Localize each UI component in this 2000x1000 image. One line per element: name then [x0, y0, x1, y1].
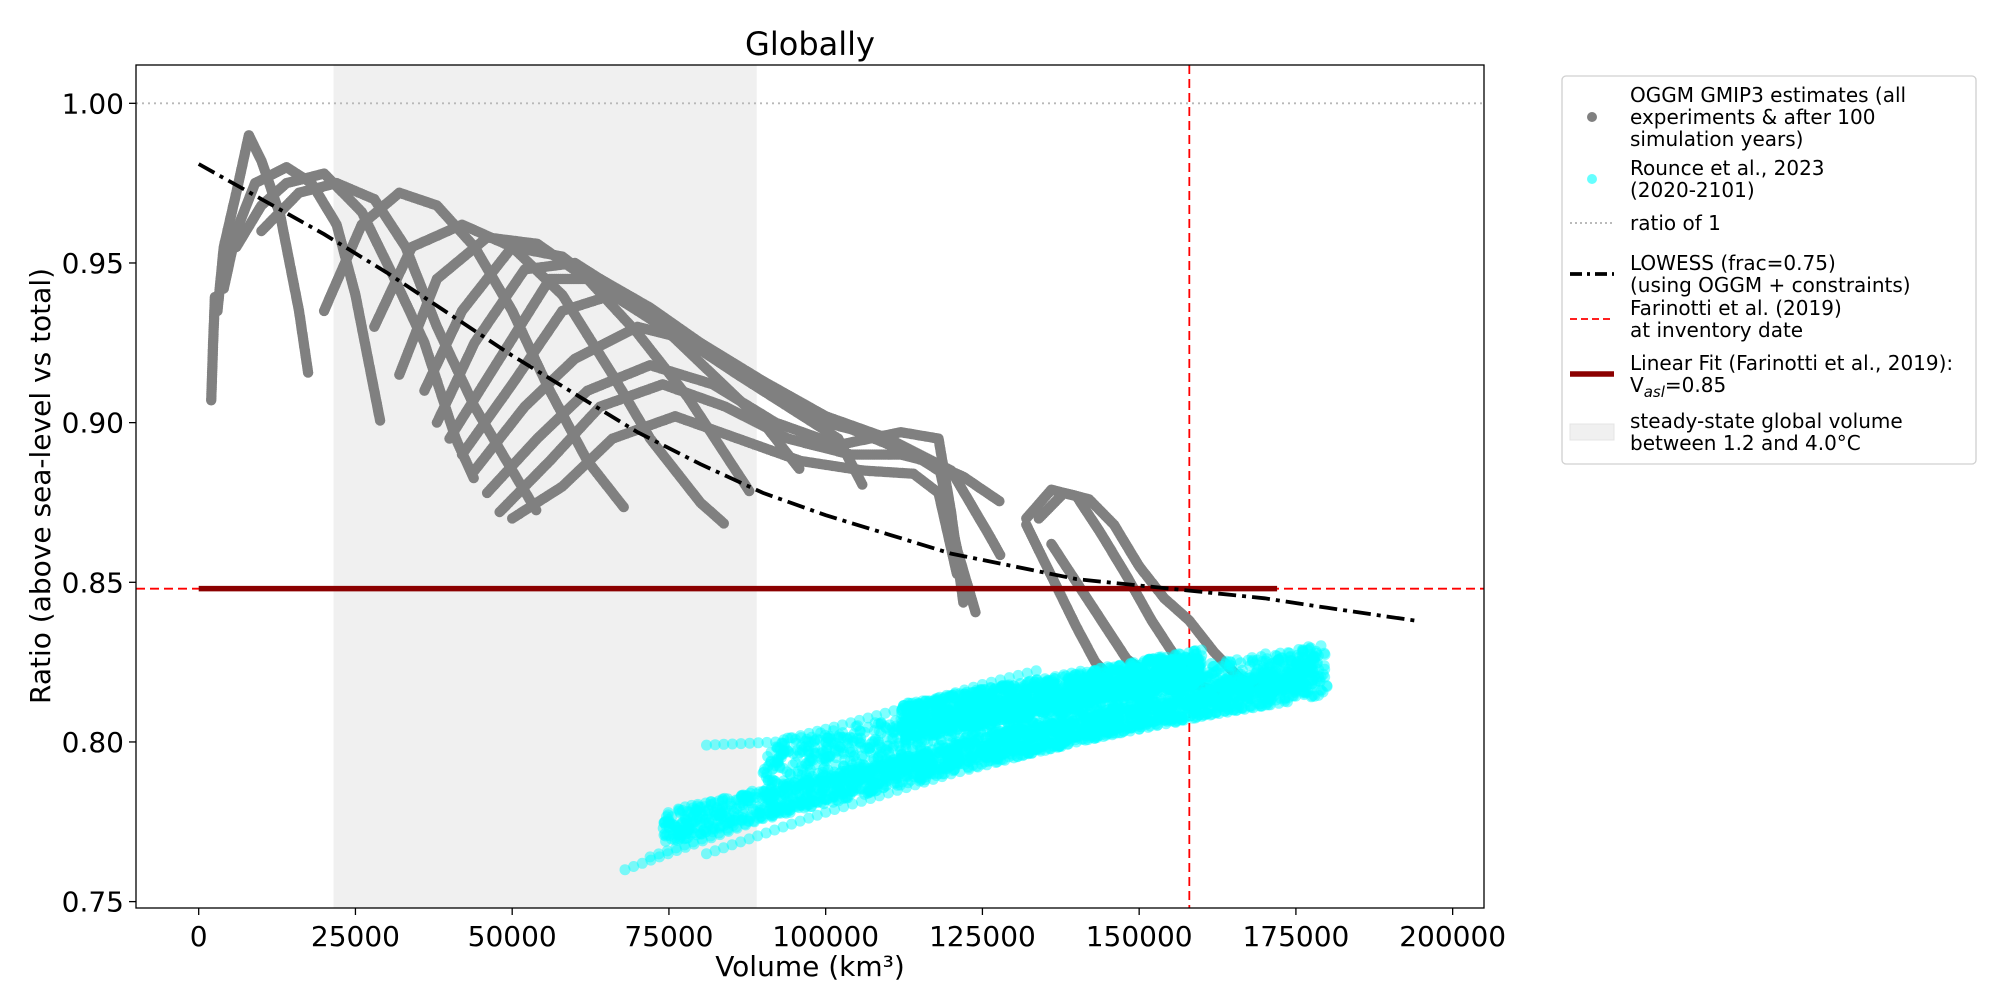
- oggm-point: [374, 415, 386, 426]
- oggm-point: [302, 367, 314, 378]
- oggm-curve-18: [1021, 519, 1112, 679]
- oggm-point: [994, 496, 1005, 507]
- oggm-point: [618, 501, 629, 513]
- oggm-point: [468, 472, 479, 484]
- oggm-point: [995, 549, 1006, 561]
- scatter-points-layer: [206, 130, 1333, 876]
- oggm-point: [857, 479, 868, 490]
- oggm-point: [951, 568, 963, 579]
- oggm-point: [718, 518, 729, 529]
- oggm-point: [970, 607, 981, 618]
- oggm-curve-0: [206, 291, 221, 406]
